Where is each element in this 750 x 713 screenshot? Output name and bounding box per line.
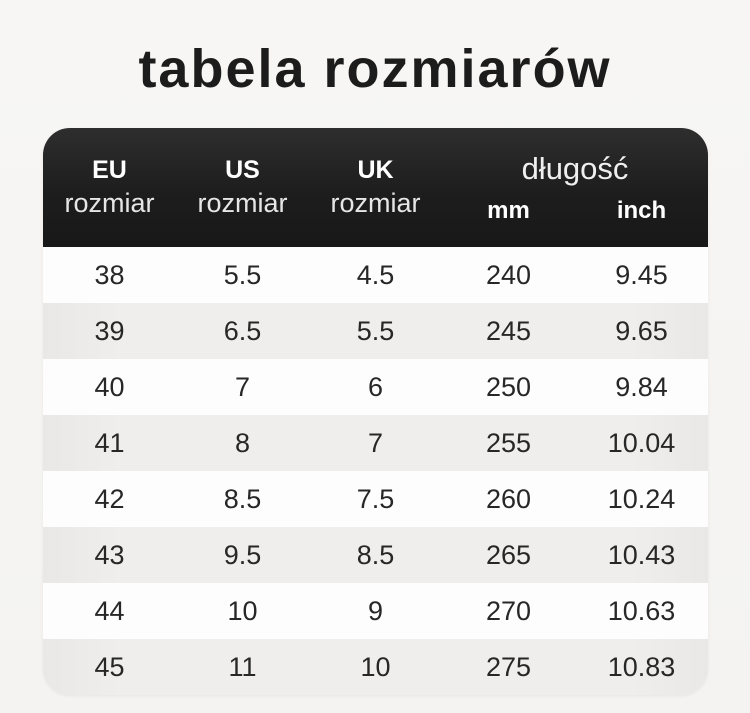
cell-mm: 260 xyxy=(485,483,532,514)
cell-mm: 275 xyxy=(485,651,532,682)
table-row: 44 10 9 270 10.63 xyxy=(43,583,708,639)
cell-mm: 245 xyxy=(485,315,532,346)
cell-uk: 7 xyxy=(367,427,384,458)
cell-eu: 43 xyxy=(94,539,125,570)
cell-eu: 40 xyxy=(94,371,125,402)
cell-inch: 10.04 xyxy=(607,427,676,458)
cell-uk: 6 xyxy=(367,371,384,402)
cell-mm: 240 xyxy=(485,259,532,290)
cell-inch: 10.43 xyxy=(607,539,676,570)
header-uk-label: UK xyxy=(357,156,394,184)
header-col-uk: UK rozmiar xyxy=(309,128,442,247)
table-row: 42 8.5 7.5 260 10.24 xyxy=(43,471,708,527)
table-row: 41 8 7 255 10.04 xyxy=(43,415,708,471)
table-row: 40 7 6 250 9.84 xyxy=(43,359,708,415)
cell-mm: 250 xyxy=(485,371,532,402)
cell-uk: 10 xyxy=(360,651,391,682)
header-us-sublabel: rozmiar xyxy=(197,188,288,218)
cell-eu: 41 xyxy=(94,427,125,458)
cell-uk: 8.5 xyxy=(356,539,395,570)
size-table: EU rozmiar US rozmiar UK rozmiar długość… xyxy=(43,128,708,695)
cell-inch: 9.45 xyxy=(615,259,668,290)
header-length-units: mm inch xyxy=(442,197,708,225)
header-unit-mm: mm xyxy=(487,196,530,224)
header-length-label: długość xyxy=(521,150,629,186)
cell-uk: 4.5 xyxy=(356,259,395,290)
cell-us: 10 xyxy=(227,595,258,626)
cell-inch: 10.63 xyxy=(607,595,676,626)
cell-eu: 45 xyxy=(94,651,125,682)
page-title: tabela rozmiarów xyxy=(138,39,612,99)
table-row: 39 6.5 5.5 245 9.65 xyxy=(43,303,708,359)
cell-inch: 10.83 xyxy=(607,651,676,682)
header-eu-sublabel: rozmiar xyxy=(64,188,155,218)
header-col-us: US rozmiar xyxy=(176,128,309,247)
cell-eu: 42 xyxy=(94,483,125,514)
size-table-body: 38 5.5 4.5 240 9.45 39 6.5 5.5 245 9.65 … xyxy=(43,247,708,695)
cell-us: 6.5 xyxy=(223,315,262,346)
header-eu-label: EU xyxy=(92,156,127,184)
cell-us: 9.5 xyxy=(223,539,262,570)
cell-us: 8 xyxy=(234,427,251,458)
cell-uk: 7.5 xyxy=(356,483,395,514)
cell-mm: 270 xyxy=(485,595,532,626)
cell-mm: 255 xyxy=(485,427,532,458)
cell-uk: 9 xyxy=(367,595,384,626)
cell-eu: 44 xyxy=(94,595,125,626)
size-table-header: EU rozmiar US rozmiar UK rozmiar długość… xyxy=(43,128,708,247)
header-col-length: długość mm inch xyxy=(442,128,708,247)
cell-inch: 9.65 xyxy=(615,315,668,346)
cell-mm: 265 xyxy=(485,539,532,570)
table-row: 43 9.5 8.5 265 10.43 xyxy=(43,527,708,583)
cell-inch: 9.84 xyxy=(615,371,668,402)
cell-us: 8.5 xyxy=(223,483,262,514)
cell-uk: 5.5 xyxy=(356,315,395,346)
table-row: 38 5.5 4.5 240 9.45 xyxy=(43,247,708,303)
cell-us: 11 xyxy=(228,651,257,682)
cell-eu: 39 xyxy=(94,315,125,346)
header-uk-sublabel: rozmiar xyxy=(330,188,421,218)
cell-inch: 10.24 xyxy=(607,483,676,514)
table-row: 45 11 10 275 10.83 xyxy=(43,639,708,695)
cell-us: 7 xyxy=(234,371,251,402)
header-col-eu: EU rozmiar xyxy=(43,128,176,247)
cell-us: 5.5 xyxy=(223,259,262,290)
header-unit-inch: inch xyxy=(616,196,667,224)
cell-eu: 38 xyxy=(94,259,125,290)
header-us-label: US xyxy=(225,156,260,184)
